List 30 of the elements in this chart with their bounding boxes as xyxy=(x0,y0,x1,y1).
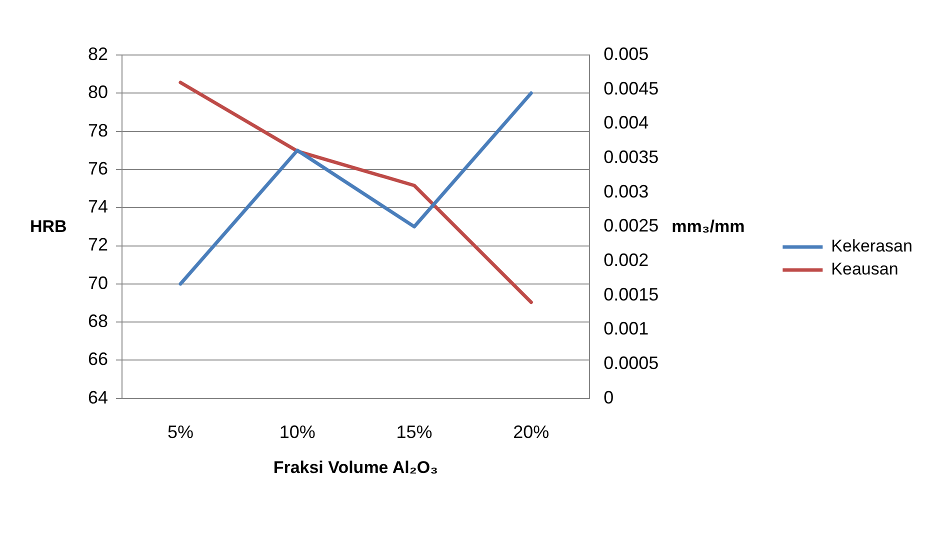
y2-tick-label: 0.0025 xyxy=(604,216,659,236)
y2-tick-label: 0 xyxy=(604,387,614,408)
x-tick-label: 20% xyxy=(513,422,550,442)
y-tick-label: 74 xyxy=(88,196,108,217)
y-axis-title: HRB xyxy=(30,216,67,237)
y2-tick-label: 0.0045 xyxy=(604,78,659,98)
y2-tick-label: 0.005 xyxy=(604,44,649,64)
y2-axis-title: mm₃/mm xyxy=(672,216,745,237)
y2-tick-label: 0.002 xyxy=(604,250,649,270)
legend-label: Keausan xyxy=(831,260,898,279)
y-tick-label: 64 xyxy=(88,387,108,408)
y2-tick-label: 0.003 xyxy=(604,181,649,202)
x-tick-label: 15% xyxy=(396,422,432,442)
x-tick-label: 5% xyxy=(167,422,194,442)
y-tick-label: 70 xyxy=(88,272,108,293)
y-tick-label: 68 xyxy=(88,311,108,332)
legend-label: Kekerasan xyxy=(831,236,912,256)
y2-tick-label: 0.001 xyxy=(604,318,649,339)
y2-tick-label: 0.0005 xyxy=(604,353,659,374)
y2-tick-label: 0.0035 xyxy=(604,146,659,167)
y-tick-label: 78 xyxy=(88,120,108,140)
x-axis-title: Fraksi Volume Al₂O₃ xyxy=(273,458,438,478)
y-tick-label: 80 xyxy=(88,82,108,102)
y-tick-label: 72 xyxy=(88,234,108,255)
y-tick-label: 66 xyxy=(88,349,108,370)
y-tick-label: 76 xyxy=(88,158,108,178)
x-tick-label: 10% xyxy=(279,422,316,442)
y2-tick-label: 0.004 xyxy=(604,112,649,133)
y-tick-label: 82 xyxy=(88,44,108,64)
y2-tick-label: 0.0015 xyxy=(604,284,659,304)
